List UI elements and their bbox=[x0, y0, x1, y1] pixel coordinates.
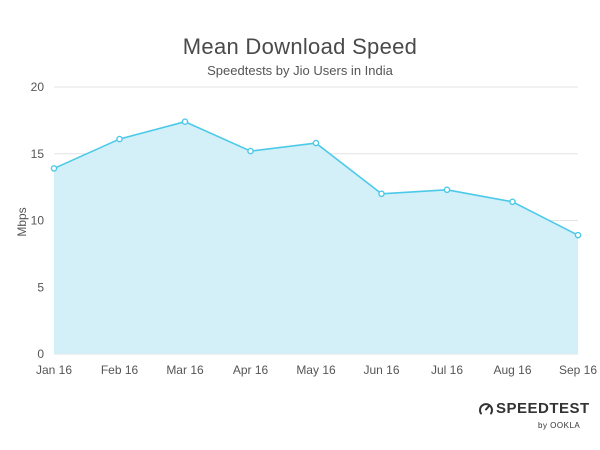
area-layer bbox=[53, 120, 579, 355]
data-point-jul-16 bbox=[443, 186, 451, 194]
x-tick-label: Feb 16 bbox=[101, 363, 139, 377]
speedometer-icon bbox=[479, 403, 493, 415]
brand-sub-text: by OOKLA bbox=[538, 421, 581, 430]
tick-layer: 0 5 10 15 20 Jan 16 Feb 16 Mar 16 Apr 16 May 16 Ju… bbox=[31, 80, 598, 377]
brand-main-text: SPEEDTEST bbox=[496, 400, 590, 417]
x-tick-label: Sep 16 bbox=[559, 363, 597, 377]
data-point-apr-16 bbox=[247, 147, 254, 155]
point-layer bbox=[50, 118, 582, 239]
data-point-feb-16 bbox=[116, 135, 123, 143]
y-axis-label: Mbps bbox=[15, 207, 29, 236]
y-tick-label: 0 bbox=[37, 347, 44, 361]
x-tick-label: Apr 16 bbox=[233, 363, 269, 377]
data-point-jun-16 bbox=[378, 190, 385, 198]
chart-subtitle: Speedtests by Jio Users in India bbox=[207, 63, 393, 78]
x-tick-label: Mar 16 bbox=[166, 363, 204, 377]
y-tick-label: 20 bbox=[31, 80, 45, 94]
x-tick-label: Jun 16 bbox=[363, 363, 399, 377]
y-tick-label: 15 bbox=[31, 147, 45, 161]
y-tick-label: 5 bbox=[37, 280, 44, 294]
x-tick-label: May 16 bbox=[296, 363, 336, 377]
x-tick-label: Jul 16 bbox=[431, 363, 463, 377]
data-point-may-16 bbox=[312, 139, 320, 147]
data-point-aug-16 bbox=[509, 198, 516, 206]
x-tick-label: Aug 16 bbox=[493, 363, 531, 377]
chart-title: Mean Download Speed bbox=[182, 34, 418, 59]
data-point-sep-16 bbox=[574, 231, 582, 239]
data-point-jan-16 bbox=[50, 165, 58, 172]
area-fill bbox=[54, 121, 578, 355]
speedtest-logo: SPEEDTEST by OOKLA bbox=[478, 400, 590, 436]
x-tick-label: Jan 16 bbox=[36, 363, 72, 377]
y-tick-label: 10 bbox=[31, 214, 45, 228]
data-point-mar-16 bbox=[181, 118, 189, 126]
